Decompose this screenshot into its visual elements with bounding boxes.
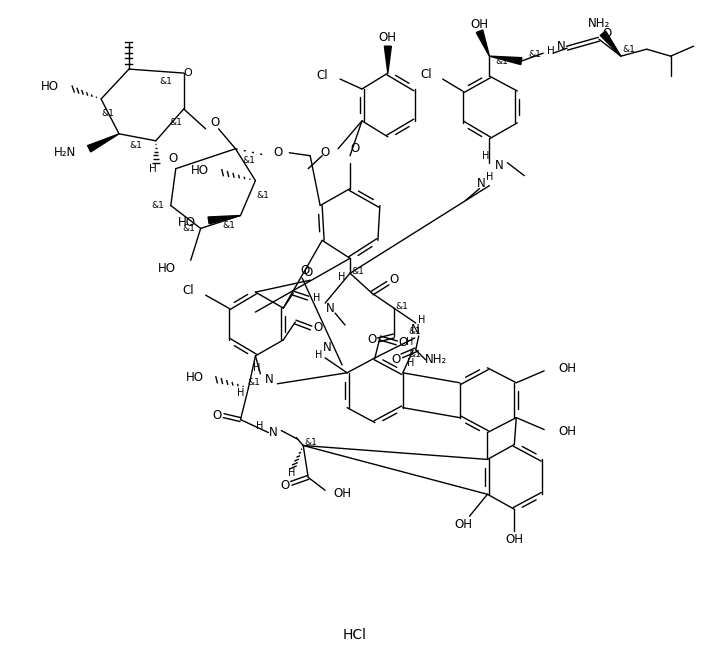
Text: &1: &1: [408, 328, 421, 337]
Text: &1: &1: [256, 191, 269, 200]
Text: &1: &1: [351, 267, 364, 276]
Text: O: O: [367, 333, 376, 346]
Text: H: H: [486, 172, 493, 181]
Text: &1: &1: [159, 77, 173, 86]
Text: H: H: [482, 151, 489, 160]
Text: H: H: [256, 421, 263, 430]
Text: H: H: [313, 293, 320, 303]
Polygon shape: [600, 31, 621, 56]
Text: HCl: HCl: [343, 627, 367, 642]
Text: O: O: [273, 146, 283, 159]
Text: OH: OH: [454, 517, 473, 531]
Text: NH₂: NH₂: [588, 17, 610, 29]
Text: HO: HO: [41, 79, 59, 92]
Text: Cl: Cl: [420, 67, 432, 81]
Polygon shape: [476, 30, 489, 56]
Text: OH: OH: [558, 425, 576, 438]
Text: HO: HO: [185, 371, 204, 384]
Text: O: O: [398, 337, 408, 349]
Text: O: O: [391, 353, 400, 366]
Text: O: O: [389, 272, 398, 286]
Text: OH: OH: [558, 362, 576, 375]
Text: OH: OH: [333, 487, 351, 500]
Text: O: O: [184, 68, 192, 78]
Text: &1: &1: [395, 301, 408, 310]
Text: O: O: [168, 152, 178, 165]
Text: &1: &1: [305, 438, 317, 447]
Text: O: O: [212, 409, 222, 422]
Text: N: N: [411, 324, 420, 337]
Text: H: H: [407, 358, 415, 368]
Text: O: O: [350, 142, 360, 155]
Text: O: O: [211, 117, 220, 130]
Text: N: N: [557, 40, 565, 52]
Text: &1: &1: [623, 45, 635, 54]
Text: N: N: [269, 426, 278, 439]
Text: Cl: Cl: [317, 69, 328, 82]
Text: &1: &1: [151, 201, 164, 210]
Text: H₂N: H₂N: [54, 146, 76, 159]
Text: OH: OH: [506, 533, 523, 546]
Text: H: H: [547, 46, 555, 56]
Text: H: H: [315, 350, 323, 360]
Polygon shape: [87, 134, 119, 152]
Text: O: O: [314, 322, 323, 335]
Text: N: N: [326, 301, 334, 314]
Text: N: N: [495, 159, 504, 172]
Text: O: O: [300, 264, 310, 277]
Text: OH: OH: [379, 31, 397, 44]
Text: &1: &1: [242, 156, 255, 165]
Text: O: O: [304, 266, 313, 279]
Text: NH₂: NH₂: [425, 353, 447, 366]
Polygon shape: [384, 47, 391, 73]
Text: OH: OH: [471, 18, 488, 31]
Text: O: O: [280, 479, 290, 492]
Text: &1: &1: [129, 141, 143, 150]
Text: HO: HO: [190, 164, 209, 177]
Text: N: N: [265, 373, 274, 386]
Text: H: H: [406, 337, 413, 347]
Text: H: H: [288, 468, 295, 478]
Text: H: H: [237, 388, 244, 398]
Text: O: O: [321, 146, 330, 159]
Text: H: H: [253, 363, 261, 373]
Text: H: H: [418, 315, 425, 325]
Text: H: H: [339, 272, 346, 282]
Text: HO: HO: [158, 262, 176, 274]
Text: &1: &1: [102, 109, 114, 119]
Text: N: N: [477, 177, 486, 190]
Text: &1: &1: [408, 350, 421, 360]
Polygon shape: [489, 56, 522, 65]
Text: &1: &1: [529, 50, 542, 59]
Text: HO: HO: [178, 216, 196, 229]
Text: H: H: [149, 164, 157, 174]
Text: &1: &1: [182, 224, 195, 233]
Text: Cl: Cl: [182, 284, 194, 297]
Text: O: O: [602, 27, 611, 40]
Text: &1: &1: [169, 119, 182, 127]
Text: &1: &1: [247, 379, 260, 387]
Text: &1: &1: [222, 221, 235, 230]
Polygon shape: [208, 215, 241, 224]
Text: &1: &1: [495, 56, 508, 66]
Text: N: N: [323, 341, 332, 354]
